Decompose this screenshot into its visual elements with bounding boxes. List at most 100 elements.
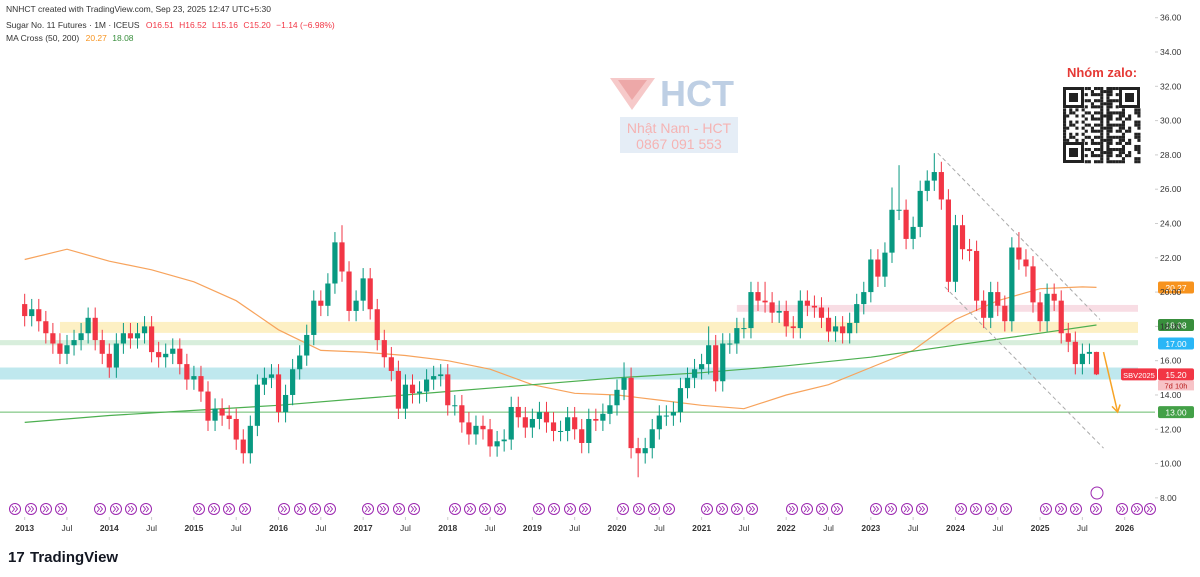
qr-cell	[1097, 160, 1101, 164]
qr-cell	[1100, 151, 1104, 155]
qr-cell	[1069, 123, 1073, 127]
candle-body	[593, 418, 599, 421]
qr-cell	[1100, 99, 1104, 103]
candle-body	[1058, 300, 1064, 334]
candle-body	[57, 343, 63, 354]
event-icon-mark	[718, 505, 726, 513]
qr-cell	[1128, 154, 1132, 158]
candle-body	[332, 242, 338, 284]
qr-cell	[1100, 93, 1104, 97]
credit: NNHCT created with TradingView.com, Sep …	[6, 4, 271, 14]
y-tick-label: 36.00	[1160, 13, 1182, 23]
qr-cell	[1072, 111, 1076, 115]
qr-cell	[1137, 160, 1141, 164]
qr-cell	[1100, 111, 1104, 115]
candle-body	[494, 441, 500, 447]
qr-cell	[1081, 114, 1085, 118]
event-icon-mark	[833, 505, 841, 513]
candle-body	[938, 172, 944, 200]
qr-cell	[1106, 141, 1110, 145]
event-icon-mark	[466, 505, 474, 513]
ohlc: C15.20	[243, 20, 271, 30]
price-label: 20.27	[1165, 283, 1187, 293]
x-tick-label: Jul	[569, 523, 580, 533]
event-icon-mark	[987, 505, 995, 513]
candle-body	[854, 304, 860, 323]
event-icon-mark	[1092, 505, 1100, 513]
qr-cell	[1137, 148, 1141, 152]
qr-cell	[1100, 148, 1104, 152]
zone	[736, 304, 1138, 312]
qr-cell	[1121, 138, 1125, 142]
candle-body	[790, 326, 796, 329]
x-tick-label: Jul	[992, 523, 1003, 533]
candle-body	[875, 259, 881, 277]
candle-body	[670, 412, 676, 416]
qr-cell	[1106, 148, 1110, 152]
qr-cell	[1084, 99, 1088, 103]
x-tick-label: Jul	[654, 523, 665, 533]
qr-cell	[1084, 148, 1088, 152]
event-icon-mark	[280, 505, 288, 513]
qr-cell	[1137, 123, 1141, 127]
trendline	[944, 286, 1104, 449]
event-icons	[9, 486, 1156, 515]
price-label-bg	[1158, 319, 1194, 332]
qr-cell	[1106, 90, 1110, 94]
qr-cell	[1112, 87, 1116, 91]
qr-cell	[1087, 148, 1091, 152]
qr-cell	[1100, 87, 1104, 91]
event-icon-mark	[703, 505, 711, 513]
candle-body	[910, 226, 916, 239]
qr-cell	[1137, 132, 1141, 136]
candle-body	[1093, 351, 1100, 375]
candle-body	[290, 369, 296, 395]
zone	[0, 340, 1138, 346]
qr-cell	[1090, 151, 1094, 155]
qr-cell	[1100, 114, 1104, 118]
qr-cell	[1084, 154, 1088, 158]
qr-cell	[1106, 151, 1110, 155]
qr-cell	[1121, 148, 1125, 152]
qr-cell	[1112, 99, 1116, 103]
candle-body	[628, 377, 634, 449]
qr-cell	[1106, 120, 1110, 124]
qr-cell	[1063, 120, 1067, 124]
candle-body	[550, 422, 557, 431]
qr-cell	[1090, 114, 1094, 118]
candle-body	[903, 209, 909, 239]
qr-cell	[1084, 111, 1088, 115]
candle-body	[515, 406, 521, 418]
qr-cell	[1094, 123, 1098, 127]
candle-body	[120, 333, 126, 344]
qr-cell	[1097, 148, 1101, 152]
candle-body	[586, 418, 592, 443]
candle-body	[325, 283, 331, 306]
qr-cell	[1118, 141, 1122, 145]
qr-cell	[1094, 111, 1098, 115]
candle-body	[1079, 353, 1085, 365]
candle-body	[966, 249, 973, 251]
candle-body	[776, 310, 782, 313]
candle-body	[522, 417, 528, 428]
qr-cell	[1084, 141, 1088, 145]
candle-body	[917, 190, 923, 227]
qr-cell	[1112, 123, 1116, 127]
event-icon-mark	[535, 505, 543, 513]
zone	[0, 367, 1138, 380]
candle-body	[424, 379, 430, 392]
qr-cell	[1118, 151, 1122, 155]
event-icon-mark	[27, 505, 35, 513]
qr-cell	[1125, 129, 1129, 133]
qr-cell	[1063, 117, 1067, 121]
qr-cell	[1106, 129, 1110, 133]
candle-body	[205, 391, 211, 421]
qr-cell	[1137, 157, 1141, 161]
candle-body	[1009, 247, 1015, 322]
qr-cell	[1134, 144, 1138, 148]
candle-body	[543, 412, 550, 423]
qr-cell	[1081, 138, 1085, 142]
qr-cell	[1097, 93, 1101, 97]
